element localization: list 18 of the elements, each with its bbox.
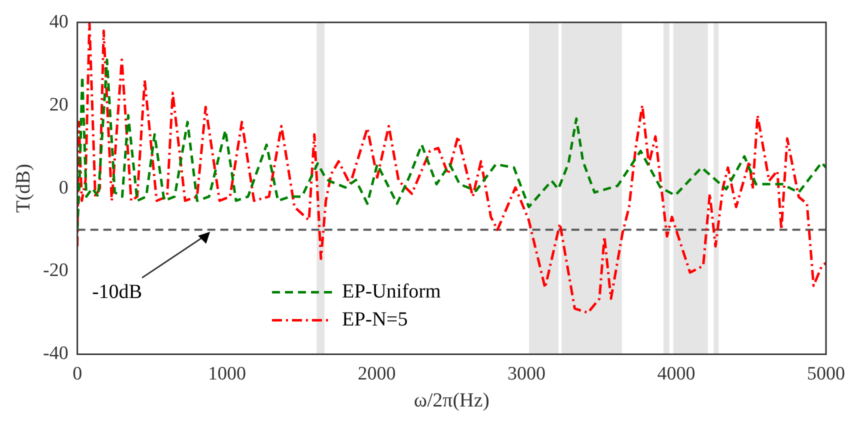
y-tick-label: -20: [43, 260, 68, 282]
x-tick-label: 5000: [807, 364, 845, 385]
x-tick-label: 4000: [657, 364, 696, 385]
annotation: -10dB: [92, 280, 142, 303]
x-axis-title: ω/2π(Hz): [414, 389, 490, 412]
y-tick-label: 20: [49, 94, 68, 116]
y-axis-title: T(dB): [12, 164, 34, 213]
y-tick-label: 40: [49, 11, 68, 32]
line-series: [77, 58, 826, 232]
y-tick-label: 0: [58, 177, 68, 198]
line-series: [77, 22, 826, 314]
x-tick-label: 2000: [358, 364, 396, 385]
y-tick-label: -40: [43, 343, 68, 364]
x-tick-label: 1000: [208, 364, 246, 385]
legend-label: EP-N=5: [342, 308, 408, 330]
x-tick-label: 0: [72, 364, 82, 385]
x-tick-label: 3000: [508, 364, 546, 385]
legend-label: EP-Uniform: [342, 280, 442, 302]
